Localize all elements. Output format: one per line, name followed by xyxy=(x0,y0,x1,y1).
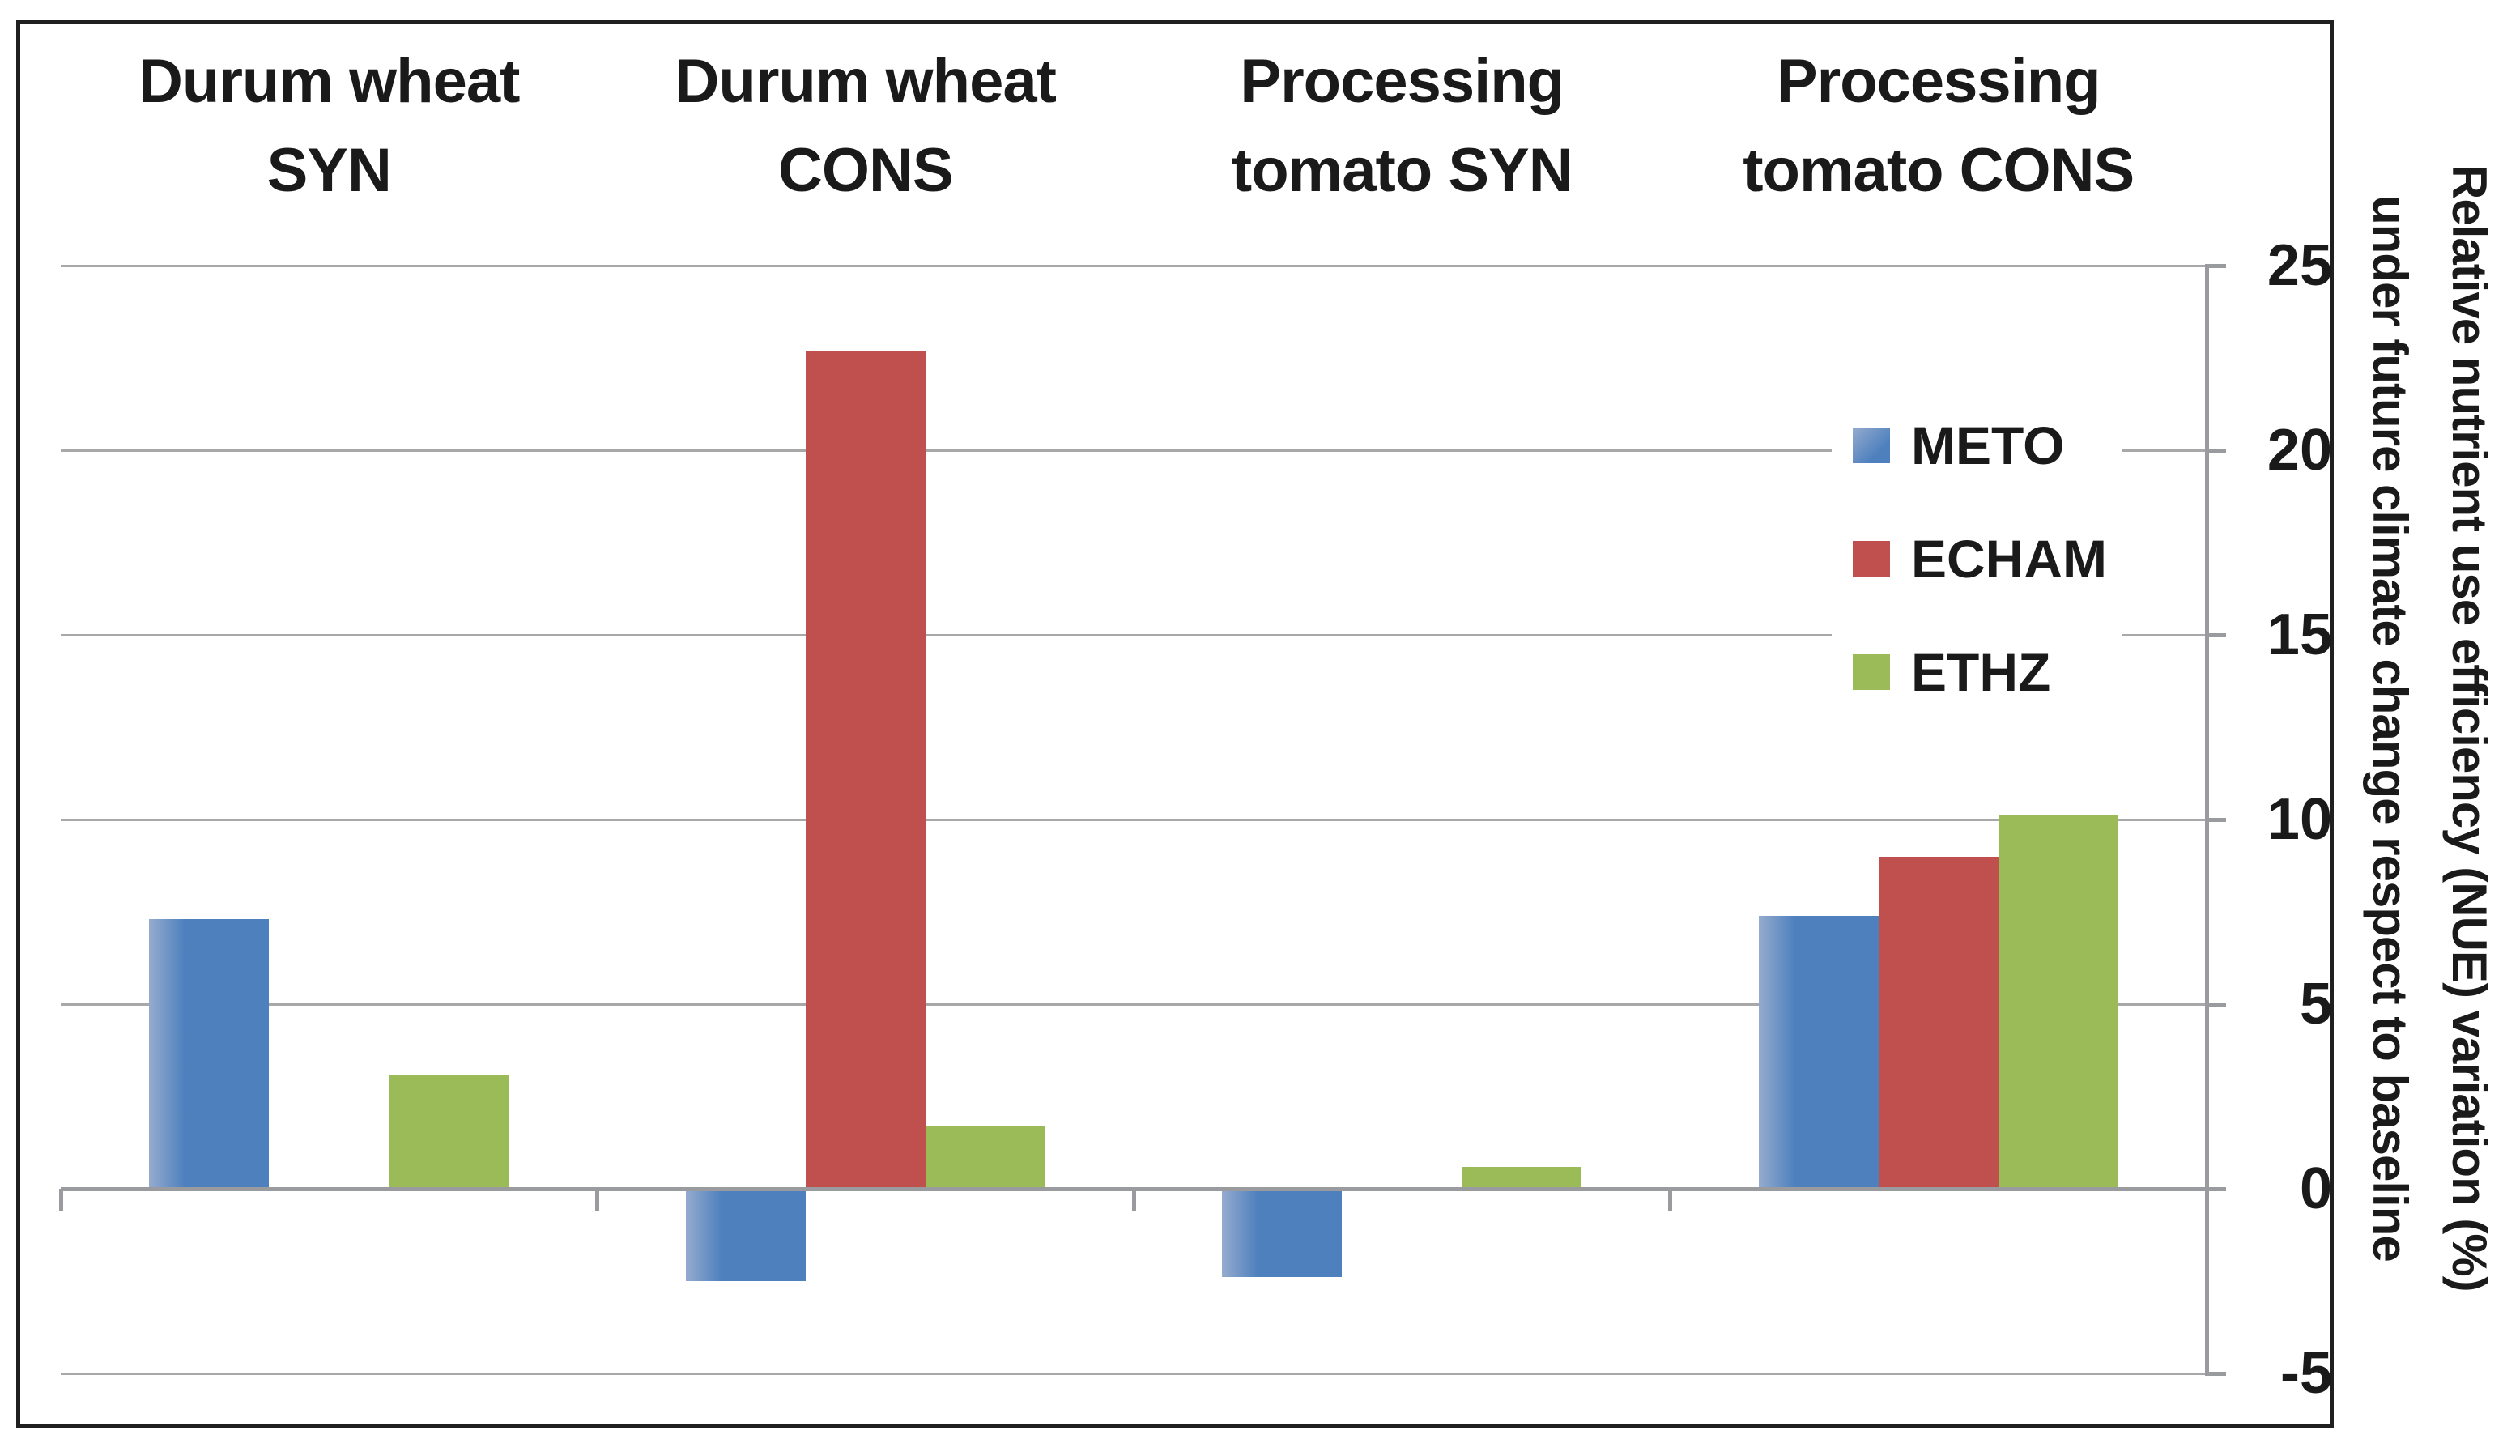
category-label-line: Durum wheat xyxy=(138,47,520,116)
y-tick-label: 5 xyxy=(2299,972,2332,1037)
category-label: Durum wheat CONS xyxy=(582,37,1149,215)
category-label: Processing tomato SYN xyxy=(1118,37,1685,215)
bar-meto-2 xyxy=(685,1189,806,1281)
category-label: Processing tomato CONS xyxy=(1655,37,2222,215)
gridline xyxy=(61,1003,2207,1006)
y-tick-label: 10 xyxy=(2267,787,2332,852)
bar-meto-4 xyxy=(1758,915,1879,1189)
chart-border xyxy=(16,20,2334,1428)
gridline xyxy=(61,1372,2207,1375)
legend-swatch-echam-icon xyxy=(1853,541,1890,577)
bar-echam-4 xyxy=(1878,856,1999,1189)
legend-swatch-meto-icon xyxy=(1853,428,1890,463)
category-label-line: tomato CONS xyxy=(1743,136,2135,205)
bar-meto-1 xyxy=(149,919,270,1189)
category-label-line: Durum wheat xyxy=(675,47,1057,116)
bar-ethz-1 xyxy=(389,1074,509,1189)
bar-ethz-3 xyxy=(1462,1166,1582,1189)
y-axis-title-line2: under future climate change respect to b… xyxy=(2363,194,2417,1262)
legend-label-echam: ECHAM xyxy=(1911,529,2107,589)
bar-ethz-4 xyxy=(1998,815,2118,1189)
legend-label-ethz: ETHZ xyxy=(1911,642,2051,702)
bar-ethz-2 xyxy=(925,1126,1045,1189)
value-axis-tick xyxy=(2207,1186,2226,1191)
value-axis-tick xyxy=(2207,448,2226,453)
value-axis-tick xyxy=(2207,817,2226,822)
value-axis-tick xyxy=(2207,263,2226,268)
legend-label-meto: METO xyxy=(1911,415,2065,475)
legend: METO ECHAM ETHZ xyxy=(1832,403,2122,714)
bar-echam-2 xyxy=(805,350,926,1189)
category-label-line: Processing xyxy=(1776,47,2101,116)
y-tick-label: -5 xyxy=(2279,1341,2332,1406)
legend-item-meto: METO xyxy=(1853,415,2107,476)
y-tick-label: 25 xyxy=(2267,233,2332,298)
gridline xyxy=(61,449,2207,452)
y-tick-label: 20 xyxy=(2267,418,2332,483)
category-label-line: CONS xyxy=(777,136,954,205)
category-label-line: SYN xyxy=(266,136,392,205)
value-axis-tick xyxy=(2207,1371,2226,1376)
y-tick-label: 15 xyxy=(2267,602,2332,667)
category-label-line: tomato SYN xyxy=(1231,136,1573,205)
category-label: Durum wheat SYN xyxy=(45,37,612,215)
legend-item-ethz: ETHZ xyxy=(1853,641,2107,703)
category-axis-tick xyxy=(1131,1189,1136,1211)
legend-swatch-ethz-icon xyxy=(1853,654,1890,690)
gridline xyxy=(61,818,2207,821)
gridline xyxy=(61,633,2207,636)
category-axis-tick xyxy=(2204,1189,2209,1211)
gridline xyxy=(61,264,2207,267)
y-axis-title-line1: Relative nutrient use efficiency (NUE) v… xyxy=(2442,164,2497,1292)
y-tick-label: 0 xyxy=(2299,1156,2332,1221)
category-axis-tick xyxy=(1668,1189,1672,1211)
category-label-line: Processing xyxy=(1240,47,1564,116)
y-axis-title: Relative nutrient use efficiency (NUE) v… xyxy=(2339,0,2520,1456)
value-axis-tick xyxy=(2207,1002,2226,1007)
category-axis-tick xyxy=(58,1189,63,1211)
category-axis-tick xyxy=(595,1189,599,1211)
legend-item-echam: ECHAM xyxy=(1853,528,2107,590)
value-axis-tick xyxy=(2207,632,2226,637)
bar-meto-3 xyxy=(1222,1189,1343,1278)
